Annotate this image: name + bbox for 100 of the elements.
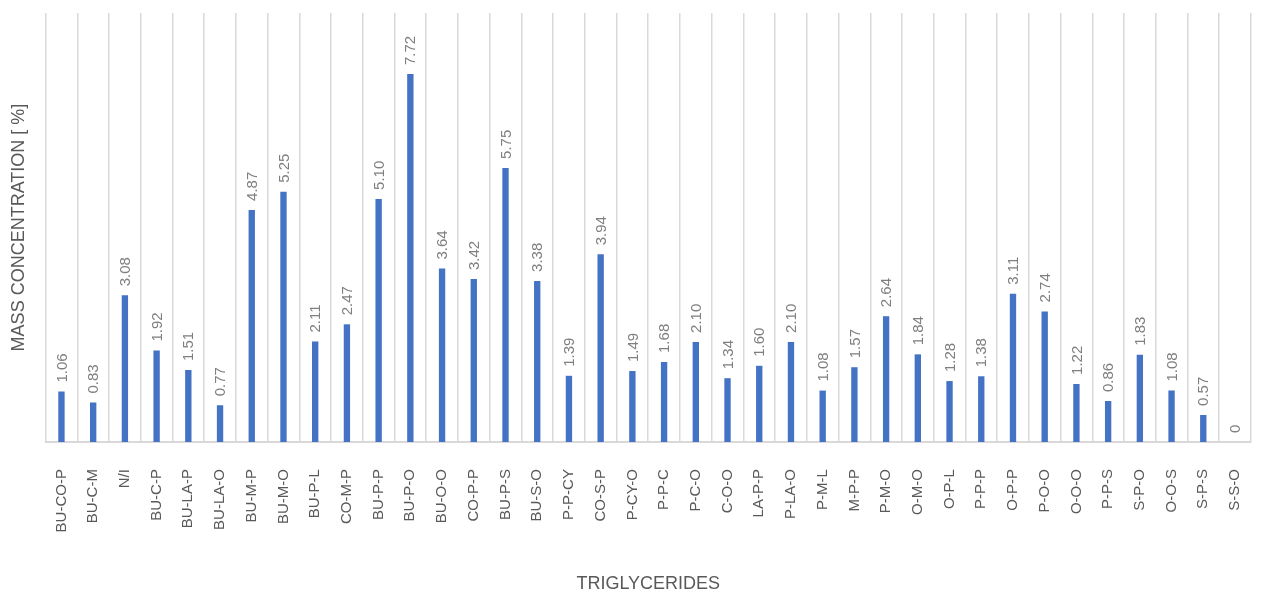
data-label: 3.38 [528, 242, 546, 272]
data-label: 7.72 [401, 35, 419, 66]
data-label: 1.28 [940, 342, 958, 373]
bar [597, 254, 604, 443]
x-tick-label: P-M-O [876, 469, 894, 514]
bar [660, 361, 668, 443]
x-tick-label: O-O-S [1161, 469, 1179, 513]
bar [470, 279, 477, 443]
bar [248, 209, 255, 443]
x-tick-label: P-CY-O [622, 469, 640, 521]
y-axis-title: MASS CONCENTRATION [ %] [7, 103, 28, 352]
x-tick-label: BU-P-P [368, 469, 386, 520]
bar [978, 376, 985, 443]
x-tick-label: M-P-P [844, 469, 862, 512]
data-label: 1.39 [560, 337, 578, 367]
data-label: 1.06 [52, 353, 70, 383]
data-label: 1.60 [750, 327, 768, 357]
x-tick-label: O-P-L [939, 469, 957, 510]
data-label: 1.51 [179, 331, 197, 362]
data-label: 1.38 [972, 338, 990, 368]
data-label: 2.11 [306, 304, 324, 333]
bar [121, 295, 129, 443]
data-label: 2.47 [338, 286, 356, 316]
bar [375, 198, 382, 443]
data-label: 2.64 [877, 278, 895, 308]
data-label: 3.64 [433, 230, 451, 260]
bar [534, 280, 541, 443]
data-label: 5.10 [369, 160, 387, 190]
data-label: 1.57 [845, 329, 863, 359]
bar [1073, 383, 1080, 443]
data-label: 4.87 [242, 171, 260, 201]
data-label: 2.10 [686, 303, 704, 333]
x-axis-title: TRIGLYCERIDES [576, 573, 721, 594]
data-label: 1.49 [623, 332, 641, 363]
x-tick-label: BU-C-P [146, 469, 164, 521]
data-label: 3.94 [591, 216, 609, 246]
x-tick-label: BU-C-M [83, 469, 101, 524]
x-tick-label: BU-P-S [495, 469, 513, 520]
bar [502, 167, 509, 443]
x-tick-label: P-P-P [971, 469, 989, 510]
x-tick-label: S-P-O [1129, 469, 1147, 511]
bar [280, 191, 287, 443]
data-label: 0.77 [211, 367, 229, 397]
x-tick-label: BU-S-O [527, 469, 545, 522]
data-label: 0.83 [84, 364, 102, 394]
bar [882, 316, 890, 443]
bar [407, 74, 414, 443]
data-label: 1.08 [813, 352, 831, 382]
x-tick-label: BU-M-O [273, 469, 291, 525]
bar [946, 381, 953, 443]
x-tick-label: P-O-O [1034, 469, 1052, 513]
bar [724, 378, 731, 443]
bar [914, 354, 921, 443]
data-label: 1.83 [1130, 316, 1148, 346]
data-label: 0 [1226, 424, 1244, 434]
x-tick-label: P-C-O [685, 469, 703, 512]
data-label: 3.42 [464, 240, 482, 271]
x-tick-label: C-O-O [717, 469, 735, 514]
x-tick-label: BU-LA-O [210, 469, 228, 530]
bar [185, 370, 192, 443]
x-tick-label: O-P-P [1003, 469, 1021, 511]
bar [1200, 414, 1207, 443]
x-tick-label: P-P-S [1098, 469, 1116, 510]
bar [756, 365, 763, 443]
x-tick-label: LA-P-P [749, 469, 767, 518]
data-label: 1.68 [655, 323, 673, 353]
bar [153, 350, 160, 443]
bar [1041, 311, 1048, 443]
x-tick-label: BU-P-O [400, 469, 418, 522]
data-label: 2.74 [1035, 273, 1053, 303]
bar [343, 324, 351, 443]
x-tick-label: BU-M-P [241, 469, 259, 523]
x-tick-label: P-M-L [812, 469, 830, 510]
x-tick-label: CO-M-P [337, 469, 355, 525]
x-tick-label: P-LA-O [781, 469, 799, 520]
x-tick-label: N/I [115, 469, 133, 489]
x-tick-label: O-M-O [907, 469, 925, 515]
bar [1104, 401, 1112, 443]
bar [312, 341, 319, 443]
bar [787, 341, 795, 443]
bar [629, 371, 636, 443]
x-tick-label: S-P-S [1193, 469, 1211, 510]
data-label: 2.10 [782, 303, 800, 333]
x-tick-label: S-S-O [1225, 469, 1243, 511]
x-tick-label: BU-LA-P [178, 469, 196, 529]
data-label: 5.25 [274, 153, 292, 183]
bar [216, 405, 224, 443]
bar [1168, 390, 1175, 443]
x-tick-label: CO-S-P [590, 469, 608, 522]
x-tick-label: BU-CO-P [51, 469, 69, 533]
data-label: 5.75 [496, 129, 514, 159]
data-label: 0.57 [1194, 376, 1212, 406]
bar [58, 391, 65, 443]
x-tick-label: P-P-CY [559, 469, 577, 520]
bar [692, 341, 699, 443]
bar [1136, 354, 1144, 443]
bar [1009, 293, 1017, 443]
bar [851, 367, 858, 443]
data-label: 1.84 [908, 316, 926, 346]
data-label: 1.08 [1162, 352, 1180, 382]
